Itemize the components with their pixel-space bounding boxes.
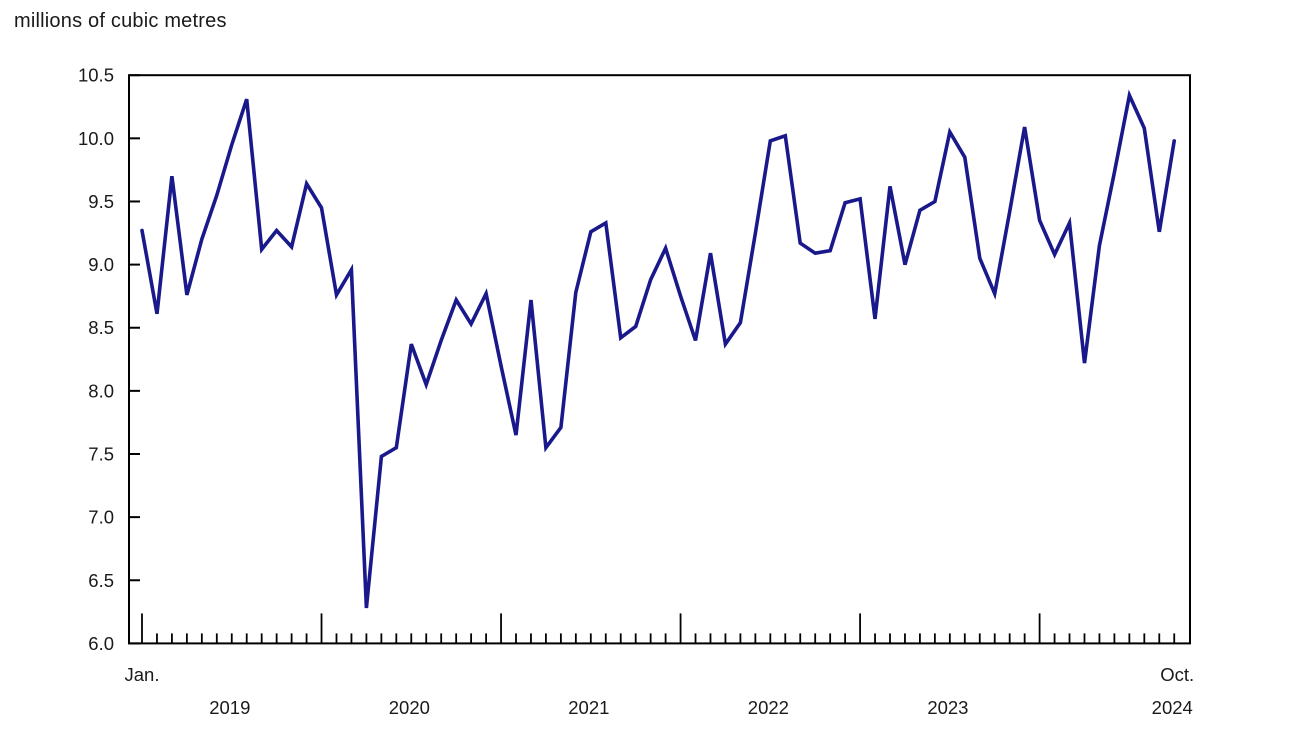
y-tick-label: 9.5: [88, 191, 114, 212]
x-year-label: 2020: [389, 697, 430, 718]
y-tick-label: 6.5: [88, 570, 114, 591]
y-tick-label: 8.0: [88, 380, 114, 401]
x-year-label: 2022: [748, 697, 789, 718]
chart-title: millions of cubic metres: [14, 10, 227, 32]
x-start-month-label: Jan.: [125, 664, 160, 685]
plot-border: [128, 74, 1191, 645]
series-polyline: [140, 89, 1176, 609]
y-axis-labels: 10.5 10.0 9.5 9.0 8.5 8.0 7.5 7.0 6.5 6.0: [78, 65, 114, 654]
x-year-label: 2021: [568, 697, 609, 718]
y-tick-label: 10.5: [78, 65, 114, 86]
x-year-label: 2023: [927, 697, 968, 718]
x-axis-labels: Jan. Oct. 2019 2020 2021 2022 2023 2024: [125, 664, 1195, 718]
y-tick-label: 6.0: [88, 633, 114, 654]
y-tick-label: 7.5: [88, 444, 114, 465]
x-axis-ticks: [141, 613, 1176, 644]
series-line: [140, 89, 1176, 609]
y-tick-label: 7.0: [88, 507, 114, 528]
x-end-month-label: Oct.: [1160, 664, 1194, 685]
y-axis-ticks: [129, 74, 140, 645]
plot-border-rect: [128, 74, 1191, 645]
y-tick-label: 8.5: [88, 317, 114, 338]
x-year-label: 2024: [1152, 697, 1193, 718]
y-tick-label: 9.0: [88, 254, 114, 275]
y-tick-label: 10.0: [78, 128, 114, 149]
x-year-label: 2019: [209, 697, 250, 718]
